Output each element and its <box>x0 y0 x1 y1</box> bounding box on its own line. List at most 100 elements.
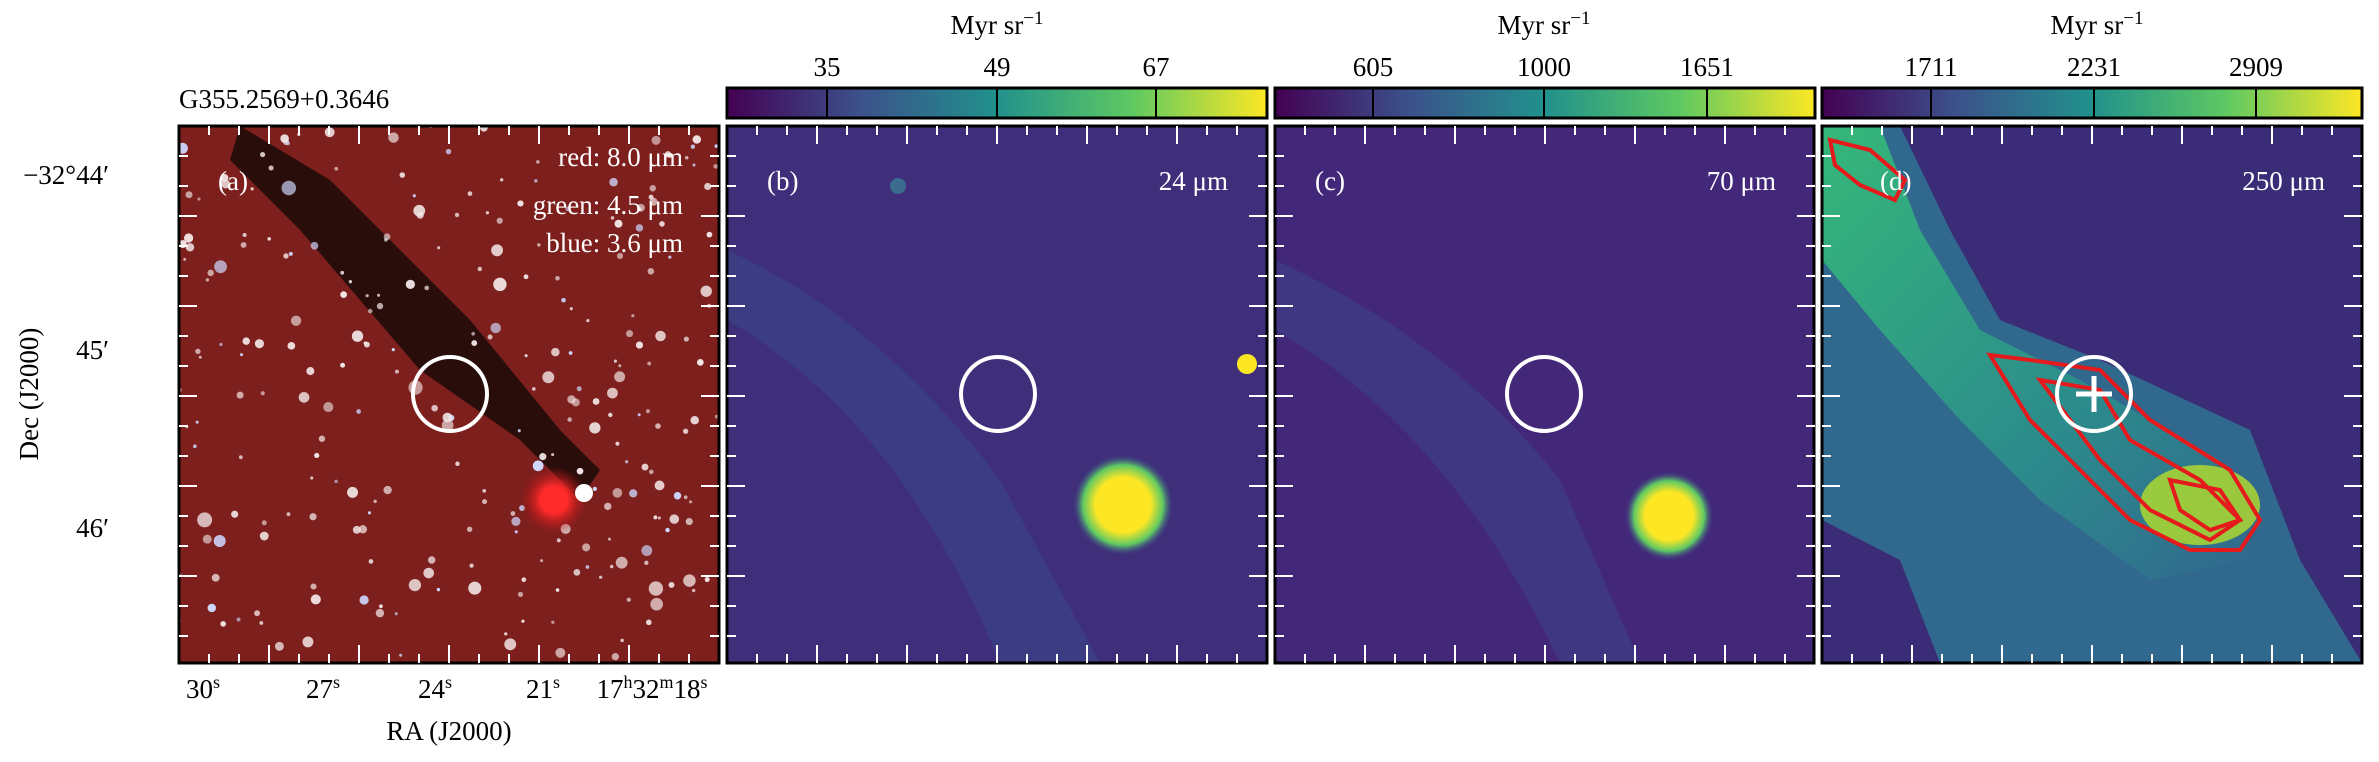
unit-superscript: s <box>213 672 220 692</box>
star <box>310 241 319 250</box>
colorbar-tick-label: 1711 <box>1905 52 1958 82</box>
ra-value: 27 <box>306 674 333 704</box>
star <box>655 330 666 342</box>
panel-label: (c) <box>1315 166 1345 196</box>
star <box>340 291 347 298</box>
star <box>568 351 573 355</box>
star <box>637 207 642 212</box>
star <box>690 415 699 425</box>
star <box>692 135 702 144</box>
aperture <box>1505 355 1583 433</box>
star <box>183 257 187 261</box>
star <box>496 217 503 224</box>
colorbar-unit: Myr sr−1 <box>951 8 1044 40</box>
star <box>185 191 193 199</box>
star <box>221 179 231 189</box>
star <box>202 534 212 544</box>
unit-superscript: s <box>701 672 708 692</box>
star <box>286 141 290 146</box>
star <box>669 514 680 524</box>
star <box>358 525 368 534</box>
star <box>183 233 194 243</box>
star <box>629 489 638 498</box>
star <box>367 511 372 515</box>
star <box>471 340 478 347</box>
colorbar-tick-label: 2909 <box>2229 52 2283 82</box>
star <box>706 231 713 238</box>
star <box>665 527 670 533</box>
star <box>399 653 403 657</box>
star <box>377 293 381 297</box>
star <box>207 269 214 277</box>
star <box>582 543 591 552</box>
exponent: −1 <box>1023 8 1043 29</box>
star <box>657 516 661 520</box>
star <box>611 653 620 661</box>
star <box>599 575 603 579</box>
star <box>195 348 201 355</box>
star <box>309 513 317 521</box>
star <box>573 568 581 576</box>
star <box>467 191 473 196</box>
band-label: red: 8.0 μm <box>558 142 683 172</box>
ra-value: 30 <box>186 674 213 704</box>
star <box>614 219 623 228</box>
star <box>454 212 460 218</box>
star <box>700 285 712 297</box>
star <box>565 206 570 212</box>
star <box>394 612 398 616</box>
star <box>609 177 618 187</box>
star <box>618 364 622 368</box>
star <box>685 518 693 526</box>
star <box>261 520 267 526</box>
star <box>254 339 264 349</box>
star <box>240 242 247 248</box>
star <box>490 322 501 334</box>
star <box>268 165 274 171</box>
star <box>524 354 528 358</box>
star <box>668 255 672 259</box>
unit: Myr sr <box>1498 10 1571 40</box>
star <box>576 467 584 475</box>
star <box>436 587 441 592</box>
star <box>220 621 226 627</box>
star <box>551 620 555 624</box>
star <box>413 204 426 217</box>
star <box>179 142 188 154</box>
star <box>504 638 517 651</box>
star <box>556 538 561 543</box>
star <box>647 361 652 366</box>
star <box>704 577 710 583</box>
star <box>379 604 383 609</box>
star <box>613 359 617 363</box>
star <box>274 641 284 651</box>
panel-label: (d) <box>1880 166 1911 196</box>
star <box>236 391 244 399</box>
star <box>340 270 345 275</box>
star <box>704 182 712 191</box>
star <box>650 597 663 611</box>
star <box>487 334 493 340</box>
star <box>286 512 291 517</box>
star <box>359 595 369 605</box>
star <box>714 144 718 148</box>
star <box>399 172 406 178</box>
star <box>485 211 490 215</box>
star <box>356 409 361 414</box>
star <box>375 608 385 618</box>
star <box>260 151 266 158</box>
y-axis-label: Dec (J2000) <box>14 328 44 461</box>
colorbar <box>1820 86 2364 120</box>
star <box>280 134 289 143</box>
star <box>625 460 629 464</box>
unit-superscript: m <box>659 672 673 692</box>
star <box>310 583 317 590</box>
star <box>645 409 650 414</box>
star <box>531 387 536 391</box>
star <box>351 330 364 342</box>
unit-superscript: h <box>623 672 632 692</box>
exponent: −1 <box>2123 8 2143 29</box>
ra-tick-label: 30s <box>186 672 220 704</box>
star <box>620 638 624 643</box>
unit: Myr sr <box>951 10 1024 40</box>
